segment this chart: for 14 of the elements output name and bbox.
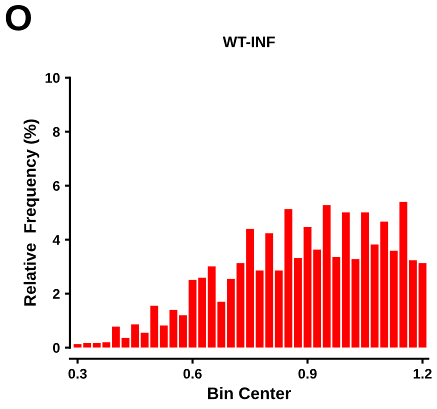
x-tick-label: 1.2 xyxy=(414,368,432,379)
x-tick-label: 0.3 xyxy=(68,368,87,379)
x-axis-title: Bin Center xyxy=(208,386,291,400)
text: O xyxy=(6,5,31,31)
y-axis-title: Relative Frequency (%) xyxy=(24,119,40,306)
y-tick-label: 6 xyxy=(52,181,60,191)
y-tick-label: 2 xyxy=(52,288,60,299)
y-tick-label: 8 xyxy=(52,127,60,137)
y-tick-label: 4 xyxy=(52,235,60,245)
y-tick-label: 0 xyxy=(53,342,60,353)
x-tick-label: 0.6 xyxy=(183,368,202,379)
chart-title: WT-INF xyxy=(222,36,275,48)
x-tick-label: 0.9 xyxy=(298,368,317,379)
y-tick-label: 10 xyxy=(46,73,60,83)
